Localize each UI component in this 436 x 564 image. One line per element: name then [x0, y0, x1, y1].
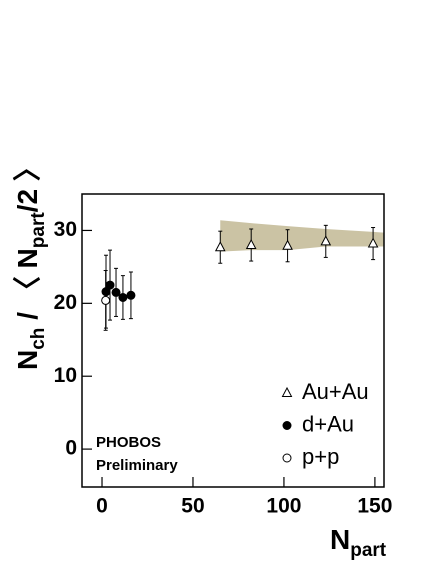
- legend-marker: [282, 421, 292, 430]
- y-title-part: / 〈 N: [12, 248, 43, 327]
- x-tick-label: 100: [266, 495, 301, 518]
- systematic-band: [220, 220, 384, 252]
- x-axis-title: Npart: [330, 524, 387, 561]
- annotation: Preliminary: [96, 457, 178, 474]
- x-tick-label: 50: [181, 495, 204, 518]
- y-axis-title: Nch / 〈 Npart/2 〉: [12, 153, 49, 370]
- data-point: [111, 287, 121, 297]
- legend-label: Au+Au: [302, 379, 369, 404]
- data-point: [214, 241, 226, 252]
- x-tick-label: 0: [96, 495, 108, 518]
- plot-frame: [81, 193, 385, 488]
- data-point: [118, 292, 128, 302]
- annotation: PHOBOS: [96, 434, 161, 451]
- data-point: [105, 280, 115, 290]
- legend-marker: [281, 386, 293, 397]
- y-title-sub: part: [28, 212, 49, 249]
- legend-label: p+p: [302, 444, 339, 469]
- y-tick-label: 20: [54, 291, 77, 314]
- y-tick-label: 30: [54, 218, 77, 241]
- x-tick-label: 150: [357, 495, 392, 518]
- data-point: [245, 238, 257, 250]
- data-point: [101, 295, 111, 305]
- data-point: [367, 237, 379, 248]
- legend-marker: [282, 453, 292, 463]
- y-title-sub: ch: [28, 328, 49, 350]
- legend-label: d+Au: [302, 411, 354, 436]
- data-point: [282, 239, 293, 250]
- y-title-part: N: [12, 350, 43, 370]
- data-point: [126, 290, 136, 300]
- x-title-sub: part: [350, 540, 387, 561]
- y-title-part: /2 〉: [12, 153, 43, 212]
- data-point: [320, 235, 332, 246]
- y-tick-label: 0: [65, 437, 77, 460]
- x-title-part: N: [330, 524, 350, 555]
- y-tick-label: 10: [54, 364, 77, 387]
